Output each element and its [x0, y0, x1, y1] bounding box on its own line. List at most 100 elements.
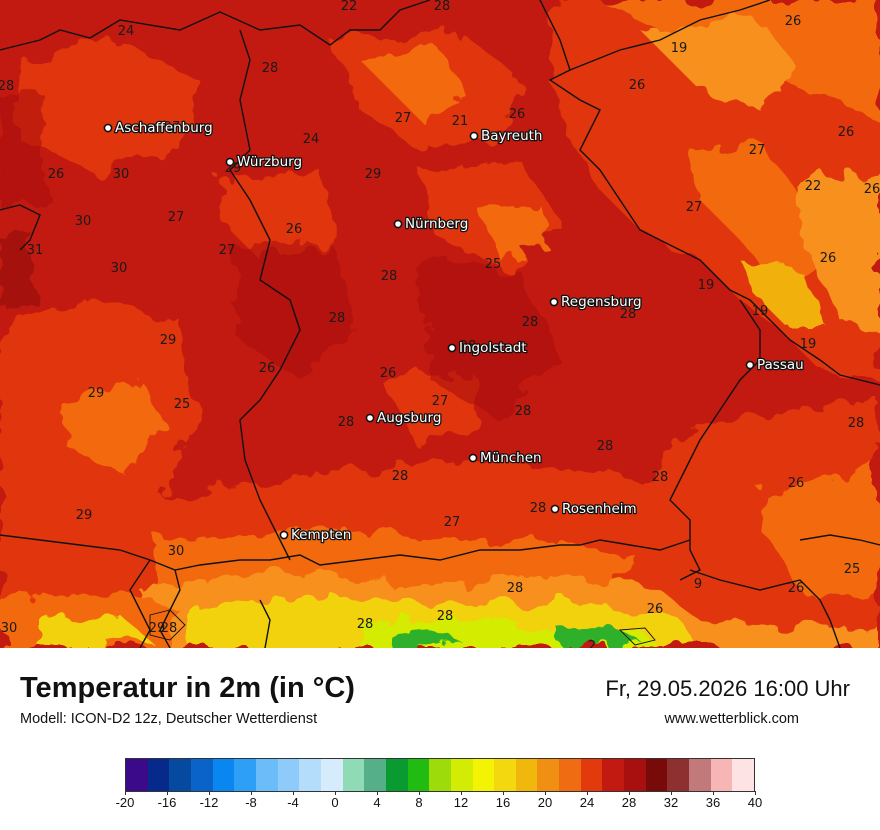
legend-swatch — [212, 759, 235, 791]
legend-tick-mark — [503, 791, 504, 795]
legend-tick-label: 16 — [495, 795, 511, 810]
temperature-value: 28 — [460, 339, 477, 354]
legend-tick-label: 20 — [537, 795, 553, 810]
city-marker-augsburg[interactable] — [365, 413, 375, 423]
temperature-value: 26 — [647, 602, 664, 617]
city-label-kempten: Kempten — [291, 527, 351, 543]
temperature-value: 28 — [507, 581, 524, 596]
legend-tick-label: 0 — [331, 795, 339, 810]
temperature-value: 19 — [800, 337, 817, 352]
legend-tick-mark — [167, 791, 168, 795]
legend-tick-mark — [461, 791, 462, 795]
temperature-value: 26 — [48, 167, 65, 182]
city-marker-regensburg[interactable] — [549, 297, 559, 307]
legend-tick-mark — [335, 791, 336, 795]
city-label-regensburg: Regensburg — [561, 294, 642, 310]
city-marker-passau[interactable] — [745, 360, 755, 370]
legend-tick-label: 4 — [373, 795, 381, 810]
legend-swatch — [169, 759, 191, 791]
temperature-value: 31 — [27, 243, 44, 258]
temperature-value: 28 — [392, 469, 409, 484]
legend-tick-label: 32 — [663, 795, 679, 810]
legend-swatch — [689, 759, 711, 791]
legend-tick-label: 40 — [747, 795, 763, 810]
city-label-passau: Passau — [757, 357, 804, 373]
city-marker-aschaffenburg[interactable] — [103, 123, 113, 133]
legend-swatch — [472, 759, 495, 791]
model-source: Modell: ICON-D2 12z, Deutscher Wetterdie… — [20, 711, 318, 727]
temperature-value: 26 — [380, 366, 397, 381]
legend-swatch — [385, 759, 408, 791]
legend-swatch — [234, 759, 256, 791]
city-marker-rosenheim[interactable] — [550, 504, 560, 514]
temperature-map[interactable]: 22 28 24 28 19 26 28 26 24 27 21 26 27 27 26 22 26 30 29 29… — [0, 0, 880, 648]
legend-tick-mark — [587, 791, 588, 795]
legend-tick-mark — [713, 791, 714, 795]
city-marker-bayreuth[interactable] — [469, 131, 479, 141]
temperature-value: 26 — [838, 125, 855, 140]
legend-swatch — [537, 759, 560, 791]
legend-swatch — [255, 759, 278, 791]
temperature-value: 28 — [434, 0, 451, 14]
legend-swatch — [147, 759, 170, 791]
temperature-value: 22 — [341, 0, 358, 14]
temperature-value: 28 — [338, 415, 355, 430]
legend-tick-label: -8 — [245, 795, 257, 810]
legend-swatch — [277, 759, 300, 791]
temperature-value: 29 — [88, 386, 105, 401]
legend-ticks: -20 -16 -12 -8 -4 0 4 8 12 16 20 24 28 32 36 40 — [116, 791, 762, 815]
temperature-value: 26 — [259, 361, 276, 376]
city-marker-nürnberg[interactable] — [393, 219, 403, 229]
temperature-value: 28 — [652, 470, 669, 485]
city-label-nürnberg: Nürnberg — [405, 216, 468, 232]
legend-tick-mark — [125, 791, 126, 795]
hot-core-patches — [0, 90, 560, 420]
legend-swatch — [299, 759, 321, 791]
map-title: Temperatur in 2m (in °C) — [20, 672, 355, 704]
legend-swatch — [429, 759, 451, 791]
city-label-aschaffenburg: Aschaffenburg — [115, 120, 213, 136]
temperature-value: 19 — [671, 41, 688, 56]
legend-tick-label: -4 — [287, 795, 299, 810]
legend-swatch — [710, 759, 733, 791]
city-label-würzburg: Würzburg — [237, 154, 302, 170]
temperature-value: 26 — [509, 107, 526, 122]
temperature-value: 30 — [113, 167, 130, 182]
legend-swatch — [667, 759, 690, 791]
temperature-value: 28 — [0, 79, 14, 94]
temperature-value: 27 — [444, 515, 461, 530]
temperature-value: 28 — [848, 416, 865, 431]
city-label-bayreuth: Bayreuth — [481, 128, 543, 144]
temperature-value: 2 — [588, 639, 596, 648]
legend-swatch — [515, 759, 538, 791]
legend-swatch — [364, 759, 386, 791]
city-marker-kempten[interactable] — [279, 530, 289, 540]
temperature-value: 29 — [160, 333, 177, 348]
legend-tick-label: 12 — [453, 795, 469, 810]
legend-tick-mark — [209, 791, 210, 795]
city-marker-münchen[interactable] — [468, 453, 478, 463]
legend-tick-mark — [419, 791, 420, 795]
temperature-value: 9 — [694, 577, 702, 592]
temperature-value: 26 — [785, 14, 802, 29]
temperature-value: 22 — [805, 179, 822, 194]
city-marker-würzburg[interactable] — [225, 157, 235, 167]
legend-tick-mark — [293, 791, 294, 795]
legend-tick-label: 24 — [579, 795, 595, 810]
forecast-datetime: Fr, 29.05.2026 16:00 Uhr — [605, 676, 850, 701]
legend-swatch — [494, 759, 516, 791]
legend-swatch — [602, 759, 625, 791]
temperature-value: 25 — [174, 397, 191, 412]
temperature-value: 28 — [357, 617, 374, 632]
temperature-value: 30 — [1, 621, 18, 636]
legend-swatch — [407, 759, 430, 791]
color-legend — [125, 758, 755, 792]
legend-tick-mark — [545, 791, 546, 795]
legend-swatch — [559, 759, 581, 791]
city-label-ingolstadt: Ingolstadt — [459, 340, 527, 356]
temperature-value: 26 — [788, 476, 805, 491]
temperature-value: 27 — [219, 243, 236, 258]
website-link[interactable]: www.wetterblick.com — [664, 711, 799, 727]
legend-tick-label: 36 — [705, 795, 721, 810]
city-marker-ingolstadt[interactable] — [447, 343, 457, 353]
